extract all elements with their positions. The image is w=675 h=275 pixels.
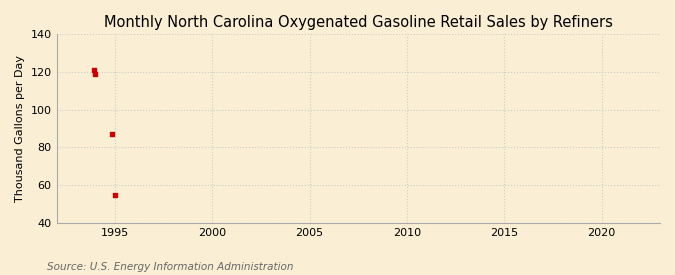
Point [90, 72, 101, 76]
Point [109, 192, 120, 197]
Point [88, 68, 99, 72]
Title: Monthly North Carolina Oxygenated Gasoline Retail Sales by Refiners: Monthly North Carolina Oxygenated Gasoli… [104, 15, 613, 30]
Y-axis label: Thousand Gallons per Day: Thousand Gallons per Day [15, 55, 25, 202]
Point [106, 132, 117, 136]
Text: Source: U.S. Energy Information Administration: Source: U.S. Energy Information Administ… [47, 262, 294, 272]
